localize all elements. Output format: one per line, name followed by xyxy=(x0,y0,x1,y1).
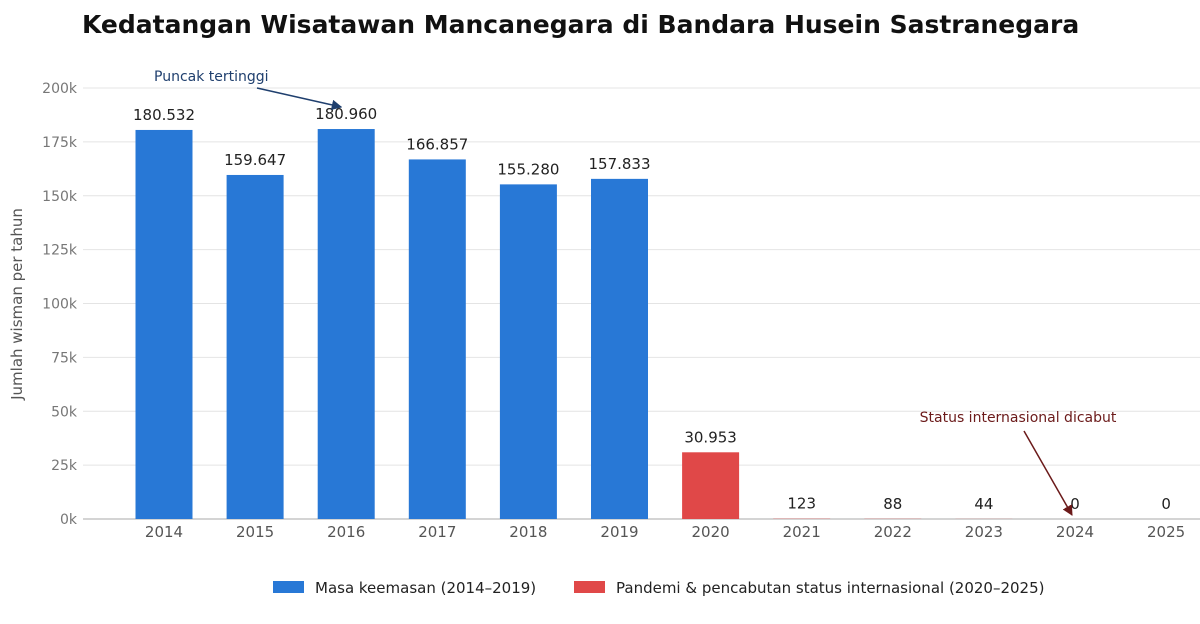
annotation-status-arrow xyxy=(1023,430,1073,516)
annotations: Puncak tertinggi Status internasional dic… xyxy=(154,69,1117,516)
bar-2016 xyxy=(317,129,375,520)
legend-swatch-1 xyxy=(273,581,304,593)
annotation-status: Status internasional dicabut xyxy=(920,410,1117,426)
x-tick-label: 2016 xyxy=(327,523,365,541)
x-tick-label: 2014 xyxy=(145,523,183,541)
y-tick-label: 25k xyxy=(51,458,78,474)
bar-2015 xyxy=(226,174,284,520)
value-label-2022: 88 xyxy=(883,495,902,513)
value-label-2017: 166.857 xyxy=(406,135,468,153)
value-label-2018: 155.280 xyxy=(497,160,559,178)
y-tick-label: 75k xyxy=(51,350,78,366)
legend-swatch-2 xyxy=(574,581,605,593)
value-label-2014: 180.532 xyxy=(133,106,195,124)
legend-label-2: Pandemi & pencabutan status internasiona… xyxy=(616,579,1045,597)
value-label-2021: 123 xyxy=(787,495,816,513)
y-axis-label: Jumlah wisman per tahun xyxy=(8,208,26,401)
x-tick-label: 2017 xyxy=(418,523,456,541)
x-tick-label: 2015 xyxy=(236,523,274,541)
y-tick-label: 50k xyxy=(51,404,78,420)
value-label-2016: 180.960 xyxy=(315,105,377,123)
bar-2020 xyxy=(682,452,740,519)
y-tick-label: 100k xyxy=(42,297,78,313)
value-label-2019: 157.833 xyxy=(588,155,650,173)
y-tick-label: 150k xyxy=(42,189,78,205)
y-tick-label: 0k xyxy=(60,512,78,528)
value-label-2024: 0 xyxy=(1070,495,1080,513)
bar-2017 xyxy=(408,159,466,520)
x-tick-label: 2021 xyxy=(783,523,821,541)
legend: Masa keemasan (2014–2019) Pandemi & penca… xyxy=(273,579,1045,597)
bar-2019 xyxy=(591,178,648,520)
value-label-2020: 30.953 xyxy=(684,428,737,446)
x-tick-label: 2020 xyxy=(692,523,730,541)
x-tick-label: 2022 xyxy=(874,523,912,541)
x-tick-label: 2023 xyxy=(965,523,1003,541)
value-labels: 180.532 159.647 180.960 166.857 155.280 157.8… xyxy=(133,105,1171,513)
legend-label-1: Masa keemasan (2014–2019) xyxy=(315,579,536,597)
value-label-2015: 159.647 xyxy=(224,151,286,169)
x-tick-label: 2024 xyxy=(1056,523,1094,541)
bar-2018 xyxy=(499,184,557,520)
y-tick-label: 125k xyxy=(42,243,78,259)
bars xyxy=(135,129,1013,520)
x-axis-ticks: 2014 2015 2016 2017 2018 2019 2020 2021 2022 2023… xyxy=(145,523,1185,541)
annotation-peak-arrow xyxy=(256,87,343,111)
bar-2014 xyxy=(135,129,193,519)
y-tick-label: 200k xyxy=(42,81,78,97)
value-label-2025: 0 xyxy=(1161,495,1171,513)
annotation-peak: Puncak tertinggi xyxy=(154,69,269,85)
y-tick-label: 175k xyxy=(42,135,78,151)
x-tick-label: 2018 xyxy=(509,523,547,541)
x-tick-label: 2019 xyxy=(600,523,638,541)
x-tick-label: 2025 xyxy=(1147,523,1185,541)
y-axis-ticks: 0k 25k 50k 75k 100k 125k 150k 175k 200k xyxy=(42,81,78,528)
chart-title: Kedatangan Wisatawan Mancanegara di Band… xyxy=(82,10,1079,39)
value-label-2023: 44 xyxy=(974,495,993,513)
